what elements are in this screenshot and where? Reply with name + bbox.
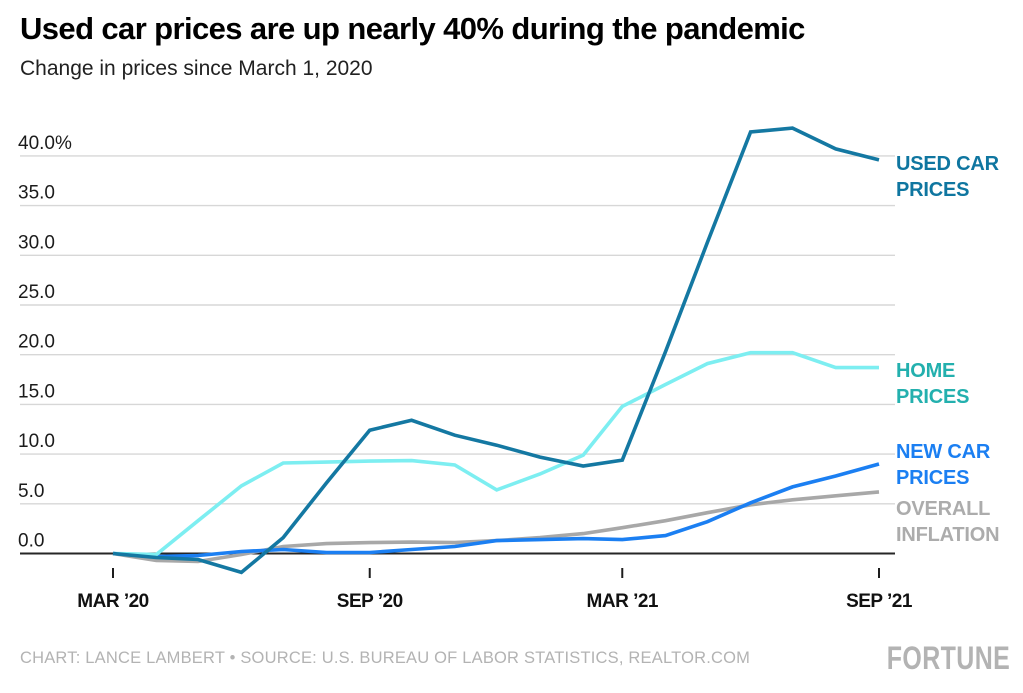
series-line-used-car-prices [112, 126, 880, 575]
x-tick-label: MAR ’21 [587, 591, 659, 612]
y-tick-label: 20.0 [18, 332, 55, 353]
chart-title: Used car prices are up nearly 40% during… [20, 11, 805, 46]
fortune-logo: FORTUNE [886, 640, 1010, 676]
legend-label-used-car-prices: USED CAR PRICES [896, 153, 999, 201]
y-tick-label: 5.0 [18, 481, 44, 502]
chart-subtitle: Change in prices since March 1, 2020 [20, 57, 373, 80]
y-tick-label: 0.0 [18, 531, 44, 552]
x-tick-label: SEP ’20 [337, 591, 403, 612]
series-line-home-prices [112, 350, 879, 557]
y-tick-label: 30.0 [18, 232, 55, 253]
legend-label-new-car-prices: NEW CAR PRICES [896, 441, 991, 489]
y-tick-label: 35.0 [18, 183, 55, 204]
x-tick-label: MAR ’20 [77, 591, 148, 612]
y-tick-label: 40.0% [18, 133, 72, 154]
legend-label-home-prices: HOME PRICES [896, 360, 970, 408]
source-credit: CHART: LANCE LAMBERT • SOURCE: U.S. BURE… [20, 649, 751, 667]
y-tick-label: 10.0 [18, 431, 55, 452]
x-tick-label: SEP ’21 [846, 591, 913, 612]
y-tick-label: 25.0 [18, 282, 55, 303]
y-tick-label: 15.0 [18, 381, 55, 402]
legend-label-overall-inflation: OVERALL INFLATION [896, 498, 1000, 546]
series-line-new-car-prices [112, 462, 880, 559]
